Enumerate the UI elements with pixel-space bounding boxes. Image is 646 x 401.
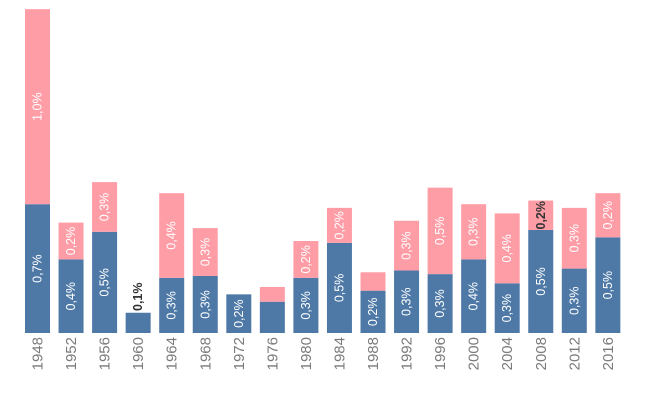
- bar-bottom-1980[interactable]: [293, 277, 319, 333]
- bar-bottom-2016[interactable]: [595, 237, 621, 333]
- bar-bottom-1964[interactable]: [159, 277, 185, 333]
- bar-top-1964[interactable]: [159, 193, 185, 278]
- data-label-bottom-1968: 0,3%: [198, 290, 212, 319]
- bar-top-2016[interactable]: [595, 193, 621, 238]
- x-tick-label-1948: 1948: [30, 337, 47, 370]
- x-tick-label-1980: 1980: [298, 337, 315, 370]
- data-label-bottom-2012: 0,3%: [567, 287, 581, 316]
- bar-top-1988[interactable]: [360, 272, 386, 291]
- x-tick-label-1984: 1984: [331, 337, 348, 370]
- data-label-top-2000: 0,3%: [467, 218, 481, 247]
- bar-top-1968[interactable]: [192, 228, 218, 276]
- x-tick-label-1988: 1988: [365, 337, 382, 370]
- bar-bottom-1984[interactable]: [326, 242, 352, 333]
- data-label-bottom-2008: 0,5%: [534, 267, 548, 296]
- bar-top-1980[interactable]: [293, 241, 319, 278]
- data-label-bottom-1952: 0,4%: [64, 282, 78, 311]
- bar-bottom-1948[interactable]: [25, 204, 50, 333]
- bar-bottom-1976[interactable]: [259, 301, 285, 333]
- data-label-top-1980: 0,2%: [299, 245, 313, 274]
- x-tick-label-2004: 2004: [499, 337, 516, 370]
- bar-top-1948[interactable]: [25, 9, 50, 205]
- x-tick-label-1956: 1956: [97, 337, 114, 370]
- data-label-bottom-1964: 0,3%: [165, 291, 179, 320]
- x-tick-label-1960: 1960: [130, 337, 147, 370]
- x-tick-label-2012: 2012: [566, 337, 583, 370]
- data-label-top-1948: 1,0%: [31, 92, 45, 121]
- bar-bottom-1956[interactable]: [92, 231, 118, 333]
- bar-top-2000[interactable]: [461, 204, 487, 260]
- data-label-top-2016: 0,2%: [601, 201, 615, 230]
- x-tick-label-1964: 1964: [164, 337, 181, 370]
- bar-top-1976[interactable]: [259, 287, 285, 302]
- x-tick-label-2016: 2016: [600, 337, 617, 370]
- data-label-top-1984: 0,2%: [332, 211, 346, 240]
- x-tick-label-1972: 1972: [231, 337, 248, 370]
- bar-bottom-1988[interactable]: [360, 290, 386, 333]
- data-label-top-2012: 0,3%: [567, 224, 581, 253]
- data-label-top-1996: 0,5%: [433, 217, 447, 246]
- x-tick-label-1996: 1996: [432, 337, 449, 370]
- x-tick-label-1976: 1976: [264, 337, 281, 370]
- x-tick-label-1952: 1952: [63, 337, 80, 370]
- bar-top-2012[interactable]: [561, 207, 587, 269]
- data-label-top-2004: 0,4%: [500, 234, 514, 262]
- data-label-bottom-1988: 0,2%: [366, 298, 380, 327]
- data-label-top-1964: 0,4%: [165, 221, 179, 250]
- data-label-bottom-1996: 0,3%: [433, 289, 447, 318]
- data-label-top-2008: 0,2%: [534, 201, 548, 230]
- bar-top-1992[interactable]: [394, 220, 420, 271]
- data-label-bottom-1992: 0,3%: [400, 287, 414, 316]
- x-tick-label-2008: 2008: [533, 337, 550, 370]
- data-label-top-1968: 0,3%: [198, 238, 212, 266]
- bar-bottom-1992[interactable]: [394, 270, 420, 333]
- bar-bottom-2012[interactable]: [561, 268, 587, 333]
- data-label-bottom-1956: 0,5%: [98, 268, 112, 297]
- bar-top-2004[interactable]: [494, 213, 520, 284]
- bar-top-1952[interactable]: [58, 222, 84, 260]
- data-label-bottom-1972: 0,2%: [232, 299, 246, 328]
- bar-bottom-2004[interactable]: [494, 283, 520, 333]
- x-tick-label-2000: 2000: [466, 337, 483, 370]
- x-tick-label-1992: 1992: [399, 337, 416, 370]
- data-label-top-1952: 0,2%: [64, 227, 78, 256]
- bar-top-1996[interactable]: [427, 187, 453, 275]
- data-label-bottom-2000: 0,4%: [467, 282, 481, 311]
- bar-bottom-1972[interactable]: [226, 294, 252, 333]
- data-label-top-1960: 0,1%: [131, 283, 145, 312]
- data-label-bottom-1948: 0,7%: [31, 254, 45, 283]
- bar-bottom-1996[interactable]: [427, 274, 453, 333]
- data-label-bottom-2004: 0,3%: [500, 294, 514, 323]
- data-label-bottom-1980: 0,3%: [299, 291, 313, 320]
- data-label-bottom-1984: 0,5%: [332, 274, 346, 303]
- x-tick-label-1968: 1968: [197, 337, 214, 370]
- data-label-top-1956: 0,3%: [98, 193, 112, 222]
- bar-bottom-1968[interactable]: [192, 275, 218, 333]
- data-label-top-1992: 0,3%: [400, 231, 414, 260]
- bar-top-2008[interactable]: [528, 200, 554, 230]
- bar-bottom-2008[interactable]: [528, 229, 554, 333]
- bar-bottom-1960[interactable]: [125, 312, 151, 333]
- data-label-bottom-2016: 0,5%: [601, 271, 615, 300]
- bar-bottom-1952[interactable]: [58, 259, 84, 333]
- bar-top-1956[interactable]: [92, 182, 118, 232]
- bar-top-1984[interactable]: [326, 207, 352, 243]
- bar-bottom-2000[interactable]: [461, 259, 487, 333]
